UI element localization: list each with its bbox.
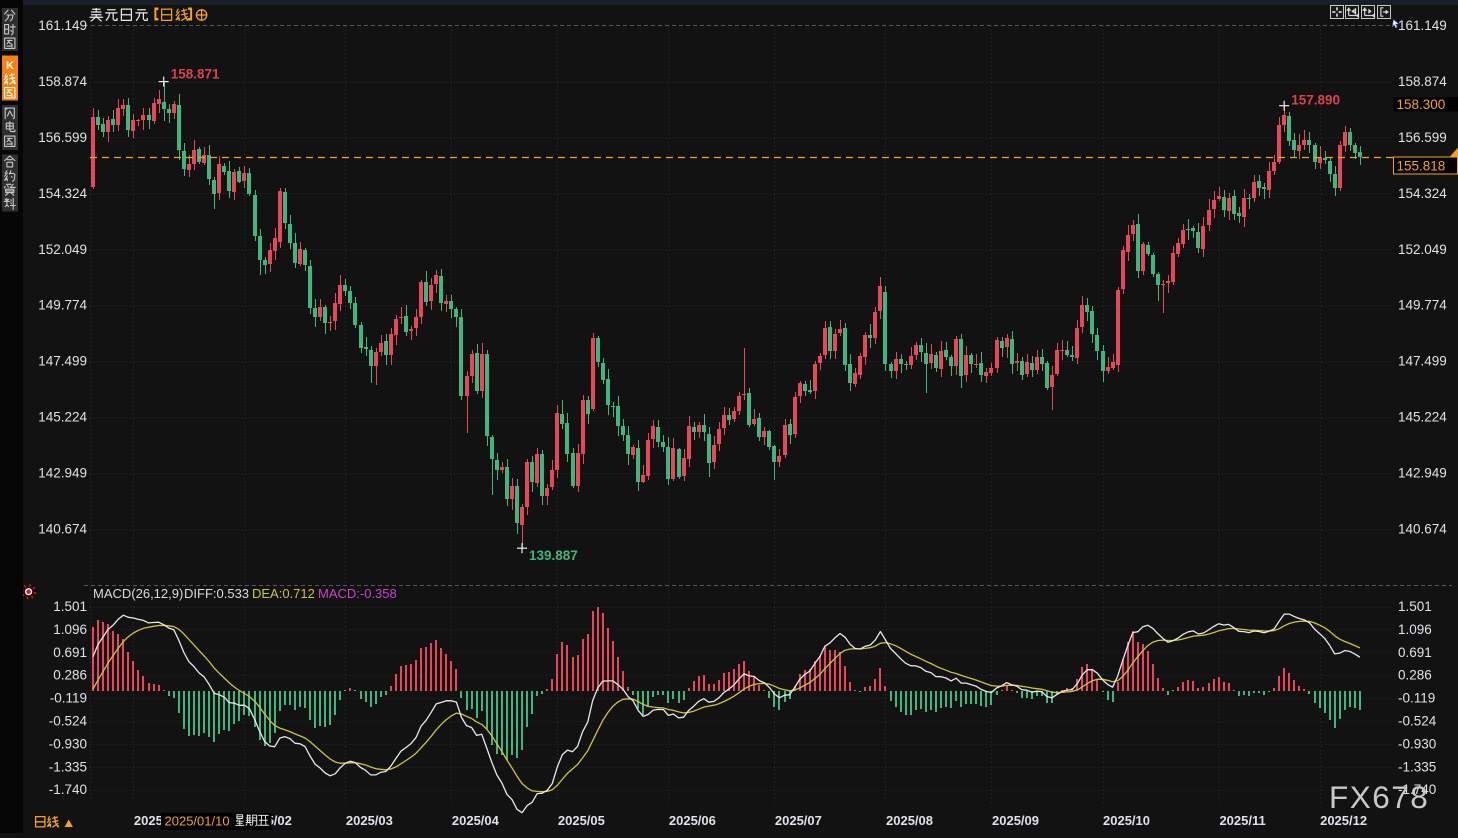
svg-text:142.949: 142.949 [1398, 466, 1447, 481]
svg-text:2025/06: 2025/06 [669, 813, 716, 828]
svg-text:-0.524: -0.524 [49, 714, 88, 729]
svg-text:FX678: FX678 [1329, 779, 1429, 815]
svg-text:2025/07: 2025/07 [775, 813, 822, 828]
svg-text:155.818: 155.818 [1397, 158, 1446, 173]
svg-text:0.691: 0.691 [53, 645, 87, 660]
svg-text:161.149: 161.149 [1398, 18, 1447, 33]
svg-text:2025/05: 2025/05 [558, 813, 605, 828]
svg-text:152.049: 152.049 [38, 242, 87, 257]
svg-text:2025/10: 2025/10 [1103, 813, 1150, 828]
svg-text:2025/01/10: 2025/01/10 [165, 814, 230, 829]
svg-text:2025/11: 2025/11 [1219, 813, 1265, 828]
svg-text:MACD(26,12,9): MACD(26,12,9) [93, 586, 183, 601]
svg-text:0.286: 0.286 [1398, 668, 1432, 683]
svg-text:158.874: 158.874 [38, 74, 87, 89]
svg-text:2025/12: 2025/12 [1320, 813, 1367, 828]
svg-text:147.499: 147.499 [1398, 354, 1447, 369]
svg-text:-0.930: -0.930 [49, 736, 87, 751]
svg-text:2025/04: 2025/04 [452, 813, 500, 828]
svg-text:MACD:-0.358: MACD:-0.358 [318, 586, 397, 601]
svg-text:140.674: 140.674 [38, 521, 87, 536]
svg-text:158.874: 158.874 [1398, 74, 1447, 89]
svg-text:145.224: 145.224 [1398, 410, 1447, 425]
svg-text:156.599: 156.599 [1398, 130, 1447, 145]
svg-text:-1.740: -1.740 [49, 782, 87, 797]
svg-text:1.501: 1.501 [53, 599, 87, 614]
svg-text:157.890: 157.890 [1291, 93, 1340, 108]
svg-text:0.286: 0.286 [53, 668, 87, 683]
svg-text:-0.119: -0.119 [50, 691, 87, 706]
svg-text:1.501: 1.501 [1398, 599, 1432, 614]
svg-text:DEA:0.712: DEA:0.712 [252, 586, 315, 601]
svg-text:156.599: 156.599 [38, 130, 87, 145]
svg-text:0.691: 0.691 [1398, 645, 1432, 660]
svg-text:149.774: 149.774 [1398, 298, 1447, 313]
svg-text:158.871: 158.871 [171, 67, 220, 82]
svg-text:147.499: 147.499 [38, 354, 87, 369]
svg-text:1.096: 1.096 [1398, 622, 1432, 637]
svg-text:2025/09: 2025/09 [992, 813, 1039, 828]
svg-text:140.674: 140.674 [1398, 521, 1447, 536]
svg-text:2025/08: 2025/08 [886, 813, 933, 828]
svg-text:152.049: 152.049 [1398, 242, 1447, 257]
svg-text:154.324: 154.324 [38, 186, 87, 201]
svg-text:-0.119: -0.119 [1398, 691, 1435, 706]
svg-text:K: K [6, 60, 14, 72]
svg-text:161.149: 161.149 [38, 18, 87, 33]
svg-text:142.949: 142.949 [38, 466, 87, 481]
svg-text:149.774: 149.774 [38, 298, 87, 313]
svg-text:-1.335: -1.335 [1398, 759, 1436, 774]
svg-text:1.096: 1.096 [53, 622, 87, 637]
svg-text:139.887: 139.887 [529, 548, 578, 563]
svg-text:-0.524: -0.524 [1398, 714, 1437, 729]
svg-text:158.300: 158.300 [1397, 97, 1446, 112]
svg-text:145.224: 145.224 [38, 410, 87, 425]
svg-text:-1.335: -1.335 [49, 759, 87, 774]
svg-text:154.324: 154.324 [1398, 186, 1447, 201]
svg-text:DIFF:0.533: DIFF:0.533 [184, 586, 249, 601]
svg-text:-0.930: -0.930 [1398, 736, 1436, 751]
svg-text:2025/03: 2025/03 [346, 813, 393, 828]
